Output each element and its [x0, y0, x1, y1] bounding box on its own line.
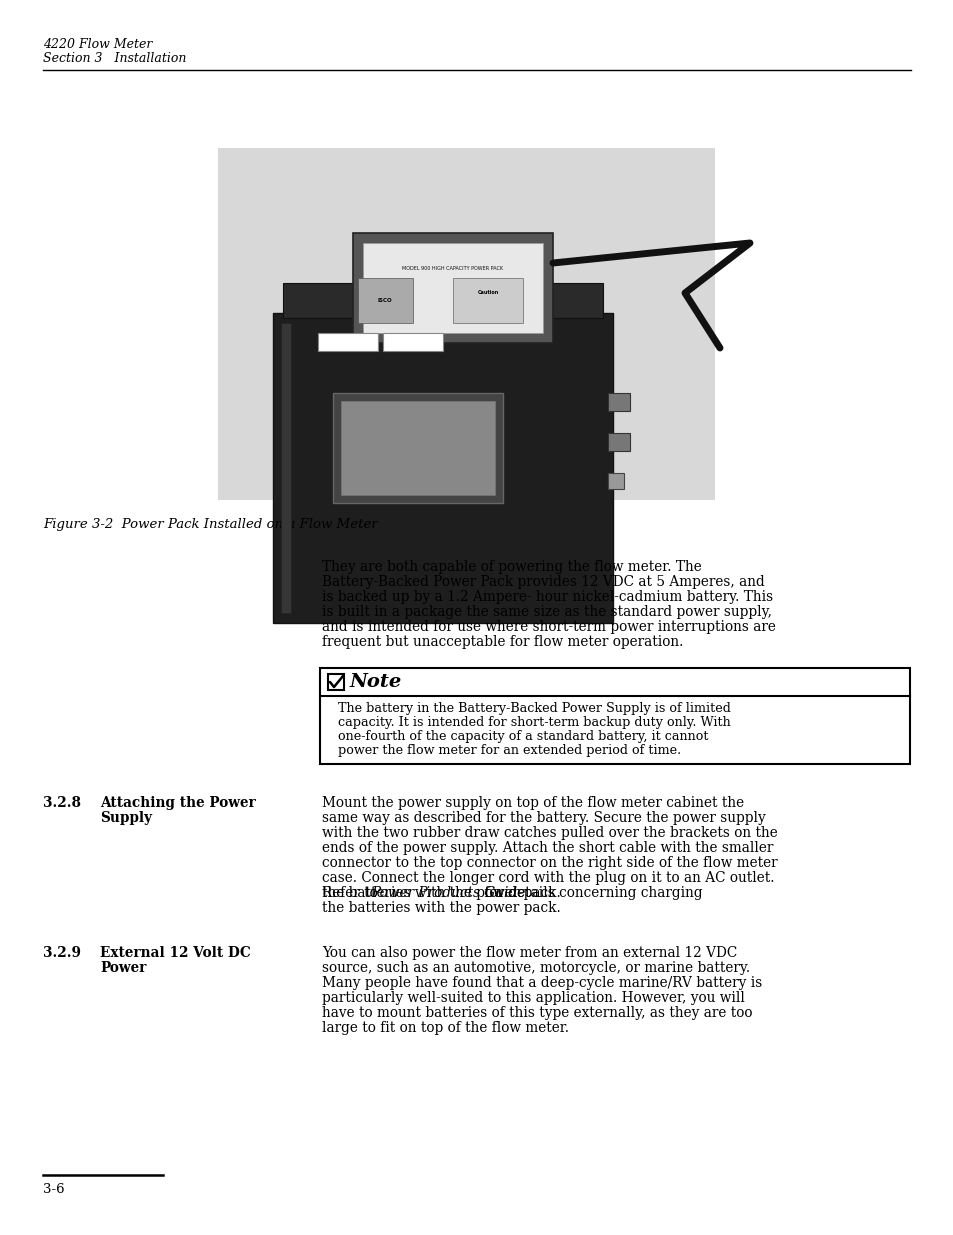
Text: have to mount batteries of this type externally, as they are too: have to mount batteries of this type ext…: [322, 1007, 752, 1020]
Text: Figure 3-2  Power Pack Installed on a Flow Meter: Figure 3-2 Power Pack Installed on a Flo…: [43, 517, 377, 531]
Bar: [281, 324, 291, 613]
Text: frequent but unacceptable for flow meter operation.: frequent but unacceptable for flow meter…: [322, 635, 682, 650]
Text: ends of the power supply. Attach the short cable with the smaller: ends of the power supply. Attach the sho…: [322, 841, 773, 855]
Text: particularly well-suited to this application. However, you will: particularly well-suited to this applica…: [322, 990, 744, 1005]
Bar: [453, 278, 522, 324]
Text: Section 3   Installation: Section 3 Installation: [43, 52, 186, 65]
Text: They are both capable of powering the flow meter. The: They are both capable of powering the fl…: [322, 559, 701, 574]
Text: case. Connect the longer cord with the plug on it to an AC outlet.: case. Connect the longer cord with the p…: [322, 871, 774, 885]
Bar: [273, 312, 613, 622]
Bar: [607, 433, 629, 451]
Text: power the flow meter for an extended period of time.: power the flow meter for an extended per…: [337, 743, 680, 757]
Bar: [317, 333, 377, 351]
Text: Power: Power: [100, 961, 146, 974]
Text: Note: Note: [350, 673, 402, 692]
Text: is backed up by a 1.2 Ampere- hour nickel-cadmium battery. This: is backed up by a 1.2 Ampere- hour nicke…: [322, 590, 772, 604]
Text: 3.2.8: 3.2.8: [43, 797, 81, 810]
Bar: [283, 283, 602, 317]
Bar: [319, 668, 909, 764]
Bar: [357, 278, 413, 324]
Text: ISCO: ISCO: [377, 299, 392, 304]
Bar: [382, 333, 442, 351]
Text: 3-6: 3-6: [43, 1183, 65, 1195]
Text: is built in a package the same size as the standard power supply,: is built in a package the same size as t…: [322, 605, 771, 619]
Bar: [328, 674, 344, 690]
Text: the batteries with the power pack.: the batteries with the power pack.: [322, 885, 560, 900]
Bar: [607, 393, 629, 411]
Text: You can also power the flow meter from an external 12 VDC: You can also power the flow meter from a…: [322, 946, 737, 960]
Text: connector to the top connector on the right side of the flow meter: connector to the top connector on the ri…: [322, 856, 777, 869]
Bar: [363, 243, 542, 333]
Text: Many people have found that a deep-cycle marine/RV battery is: Many people have found that a deep-cycle…: [322, 976, 761, 990]
Bar: [340, 401, 495, 495]
Text: The battery in the Battery-Backed Power Supply is of limited: The battery in the Battery-Backed Power …: [337, 701, 730, 715]
Text: for details concerning charging: for details concerning charging: [479, 885, 702, 900]
Text: source, such as an automotive, motorcycle, or marine battery.: source, such as an automotive, motorcycl…: [322, 961, 749, 974]
Text: large to fit on top of the flow meter.: large to fit on top of the flow meter.: [322, 1021, 568, 1035]
Text: one-fourth of the capacity of a standard battery, it cannot: one-fourth of the capacity of a standard…: [337, 730, 708, 743]
Text: Caution: Caution: [476, 290, 498, 295]
Text: External 12 Volt DC: External 12 Volt DC: [100, 946, 251, 960]
Text: Battery-Backed Power Pack provides 12 VDC at 5 Amperes, and: Battery-Backed Power Pack provides 12 VD…: [322, 576, 764, 589]
Text: 4220 Flow Meter: 4220 Flow Meter: [43, 38, 152, 51]
Text: and is intended for use where short-term power interruptions are: and is intended for use where short-term…: [322, 620, 775, 634]
Text: Attaching the Power: Attaching the Power: [100, 797, 255, 810]
Text: same way as described for the battery. Secure the power supply: same way as described for the battery. S…: [322, 811, 765, 825]
Text: MODEL 900 HIGH CAPACITY POWER PACK: MODEL 900 HIGH CAPACITY POWER PACK: [402, 266, 503, 270]
Text: with the two rubber draw catches pulled over the brackets on the: with the two rubber draw catches pulled …: [322, 826, 777, 840]
Bar: [353, 233, 553, 343]
Text: capacity. It is intended for short-term backup duty only. With: capacity. It is intended for short-term …: [337, 716, 730, 729]
Text: Mount the power supply on top of the flow meter cabinet the: Mount the power supply on top of the flo…: [322, 797, 743, 810]
Text: Refer to: Refer to: [322, 885, 382, 900]
Bar: [607, 473, 623, 489]
Text: the batteries with the power pack.: the batteries with the power pack.: [322, 902, 560, 915]
Text: 3.2.9: 3.2.9: [43, 946, 81, 960]
Text: Power Products Guide: Power Products Guide: [371, 885, 525, 900]
Bar: [333, 393, 502, 503]
Text: Supply: Supply: [100, 811, 152, 825]
Bar: [218, 148, 714, 500]
